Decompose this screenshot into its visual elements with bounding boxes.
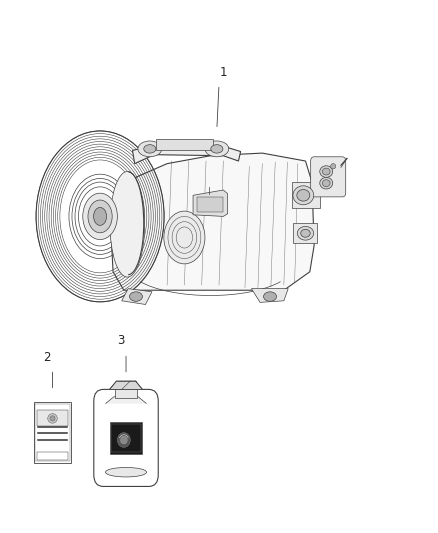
Polygon shape — [251, 289, 288, 302]
Polygon shape — [133, 145, 240, 164]
Ellipse shape — [322, 168, 330, 175]
Ellipse shape — [130, 292, 142, 301]
Ellipse shape — [320, 177, 333, 189]
Ellipse shape — [264, 292, 276, 301]
Polygon shape — [122, 289, 152, 304]
Ellipse shape — [164, 211, 205, 264]
Bar — [292, 182, 320, 208]
Ellipse shape — [297, 190, 310, 201]
Ellipse shape — [88, 200, 112, 233]
Ellipse shape — [301, 229, 310, 237]
Ellipse shape — [110, 172, 145, 277]
FancyBboxPatch shape — [311, 157, 346, 197]
Ellipse shape — [331, 164, 336, 169]
Ellipse shape — [120, 436, 127, 444]
Bar — [115, 390, 137, 398]
Text: 2: 2 — [43, 351, 51, 364]
Ellipse shape — [106, 467, 147, 477]
Ellipse shape — [297, 227, 314, 240]
Ellipse shape — [83, 193, 117, 240]
Polygon shape — [193, 190, 228, 216]
Ellipse shape — [94, 207, 106, 225]
Ellipse shape — [138, 141, 162, 157]
Ellipse shape — [211, 144, 223, 153]
Bar — [35, 404, 70, 462]
Polygon shape — [110, 381, 142, 390]
Bar — [197, 197, 223, 212]
Ellipse shape — [293, 186, 314, 205]
Ellipse shape — [322, 180, 330, 187]
Ellipse shape — [144, 144, 156, 153]
Polygon shape — [111, 153, 314, 290]
Bar — [110, 422, 142, 454]
Bar — [37, 452, 68, 461]
Bar — [293, 223, 317, 243]
Text: 3: 3 — [117, 334, 124, 346]
FancyBboxPatch shape — [94, 390, 158, 487]
Ellipse shape — [48, 414, 57, 423]
Bar — [37, 410, 68, 426]
Ellipse shape — [50, 416, 55, 421]
Text: 1: 1 — [219, 66, 227, 79]
Ellipse shape — [117, 433, 131, 447]
Bar — [156, 139, 212, 150]
Ellipse shape — [320, 166, 333, 177]
Polygon shape — [106, 397, 147, 403]
Bar — [34, 402, 71, 463]
Bar — [111, 424, 141, 451]
Ellipse shape — [205, 141, 229, 157]
